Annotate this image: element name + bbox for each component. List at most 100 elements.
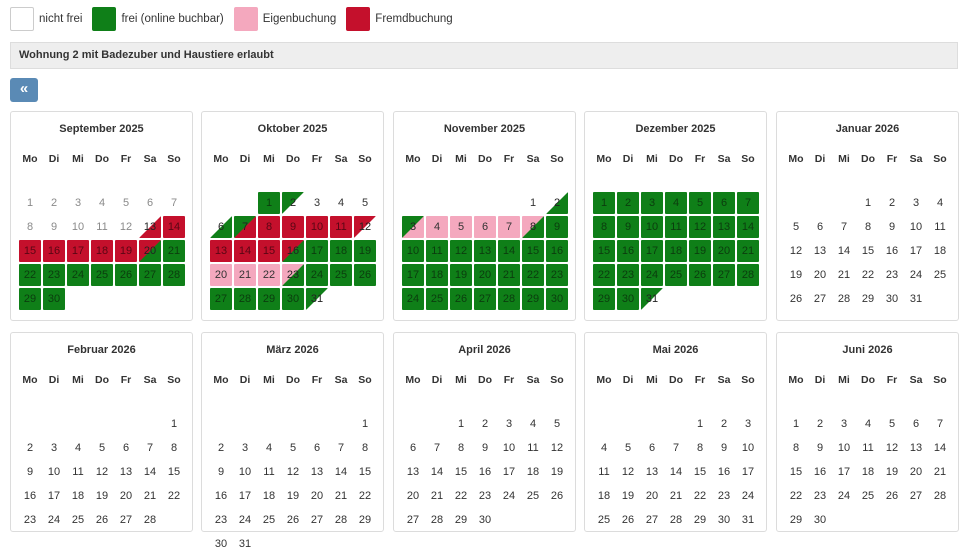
calendar-day[interactable]: 4 <box>665 192 687 214</box>
calendar-day[interactable]: 11 <box>665 216 687 238</box>
calendar-day[interactable]: 29 <box>19 288 41 310</box>
month-title: Februar 2026 <box>67 344 136 356</box>
calendar-day[interactable]: 17 <box>402 264 424 286</box>
weekday-header: Di <box>814 153 826 165</box>
weekday-header: Fr <box>694 374 706 386</box>
calendar-day[interactable]: 16 <box>546 240 568 262</box>
calendar-day[interactable]: 28 <box>498 288 520 310</box>
calendar-day[interactable]: 27 <box>713 264 735 286</box>
calendar-day[interactable]: 1 <box>258 192 280 214</box>
calendar-day[interactable]: 29 <box>593 288 615 310</box>
calendar-day[interactable]: 30 <box>43 288 65 310</box>
calendar-day[interactable]: 30 <box>617 288 639 310</box>
calendar-day[interactable]: 7 <box>737 192 759 214</box>
calendar-day[interactable]: 22 <box>522 264 544 286</box>
calendar-day[interactable]: 3 <box>402 216 424 238</box>
calendar-day[interactable]: 12 <box>450 240 472 262</box>
calendar-day[interactable]: 21 <box>498 264 520 286</box>
calendar-day[interactable]: 12 <box>689 216 711 238</box>
calendar-day[interactable]: 3 <box>641 192 663 214</box>
calendar-day[interactable]: 26 <box>354 264 376 286</box>
calendar-day[interactable]: 8 <box>593 216 615 238</box>
calendar-day[interactable]: 27 <box>474 288 496 310</box>
previous-months-button[interactable]: « <box>10 78 38 102</box>
calendar-day: 11 <box>862 442 874 454</box>
calendar-day[interactable]: 7 <box>234 216 256 238</box>
calendar-day: 15 <box>167 466 181 478</box>
calendar-day[interactable]: 5 <box>689 192 711 214</box>
calendar-day[interactable]: 6 <box>713 192 735 214</box>
calendar-day[interactable]: 14 <box>737 216 759 238</box>
calendar-day[interactable]: 23 <box>546 264 568 286</box>
calendar-day[interactable]: 18 <box>665 240 687 262</box>
calendar-day[interactable]: 2 <box>546 192 568 214</box>
calendar-day: 7 <box>433 442 441 454</box>
calendar-day[interactable]: 24 <box>67 264 89 286</box>
calendar-day[interactable]: 6 <box>210 216 232 238</box>
calendar-day[interactable]: 14 <box>498 240 520 262</box>
calendar-day[interactable]: 11 <box>426 240 448 262</box>
calendar-day[interactable]: 20 <box>474 264 496 286</box>
calendar-day[interactable]: 15 <box>593 240 615 262</box>
calendar-day[interactable]: 19 <box>689 240 711 262</box>
calendar-day[interactable]: 28 <box>737 264 759 286</box>
calendar-day[interactable]: 27 <box>210 288 232 310</box>
weekday-header: Mo <box>22 153 38 165</box>
calendar-day[interactable]: 25 <box>330 264 352 286</box>
calendar-day[interactable]: 24 <box>402 288 424 310</box>
calendar-day[interactable]: 24 <box>641 264 663 286</box>
calendar-day[interactable]: 10 <box>402 240 424 262</box>
calendar-day[interactable]: 25 <box>91 264 113 286</box>
calendar-day[interactable]: 29 <box>522 288 544 310</box>
calendar-day[interactable]: 10 <box>641 216 663 238</box>
calendar-day[interactable]: 26 <box>115 264 137 286</box>
calendar-day[interactable]: 23 <box>282 264 304 286</box>
calendar-day[interactable]: 26 <box>450 288 472 310</box>
calendar-day[interactable]: 23 <box>43 264 65 286</box>
calendar-day: 24 <box>837 490 851 502</box>
calendar-day[interactable]: 15 <box>522 240 544 262</box>
calendar-day[interactable]: 28 <box>234 288 256 310</box>
calendar-day[interactable]: 9 <box>546 216 568 238</box>
calendar-day[interactable]: 2 <box>282 192 304 214</box>
calendar-day[interactable]: 13 <box>474 240 496 262</box>
calendar-day[interactable]: 22 <box>19 264 41 286</box>
month-title: März 2026 <box>266 344 319 356</box>
calendar-day[interactable]: 19 <box>354 240 376 262</box>
calendar-day[interactable]: 2 <box>617 192 639 214</box>
calendar-day[interactable]: 13 <box>713 216 735 238</box>
calendar-day[interactable]: 24 <box>306 264 328 286</box>
calendar-day[interactable]: 16 <box>617 240 639 262</box>
calendar-day[interactable]: 16 <box>282 240 304 262</box>
calendar-day: 4 <box>426 216 448 238</box>
calendar-day[interactable]: 9 <box>617 216 639 238</box>
calendar-day[interactable]: 25 <box>665 264 687 286</box>
calendar-day[interactable]: 20 <box>713 240 735 262</box>
calendar-day: 20 <box>645 490 659 502</box>
calendar-day[interactable]: 1 <box>593 192 615 214</box>
calendar-day[interactable]: 23 <box>617 264 639 286</box>
calendar-day[interactable]: 21 <box>163 240 185 262</box>
calendar-day[interactable]: 30 <box>546 288 568 310</box>
calendar-day[interactable]: 27 <box>139 264 161 286</box>
calendar-day[interactable]: 31 <box>641 288 663 310</box>
calendar-day[interactable]: 8 <box>522 216 544 238</box>
weekday-header: So <box>933 153 947 165</box>
calendar-day[interactable]: 19 <box>450 264 472 286</box>
legend-swatch-none <box>10 7 34 31</box>
calendar-day[interactable]: 20 <box>139 240 161 262</box>
calendar-day[interactable]: 25 <box>426 288 448 310</box>
calendar-day[interactable]: 17 <box>306 240 328 262</box>
calendar-day[interactable]: 30 <box>282 288 304 310</box>
calendar-day[interactable]: 22 <box>593 264 615 286</box>
calendar-day[interactable]: 18 <box>330 240 352 262</box>
calendar-day[interactable]: 17 <box>641 240 663 262</box>
calendar-day: 6 <box>912 418 920 430</box>
calendar-day: 13 <box>645 466 659 478</box>
calendar-day[interactable]: 21 <box>737 240 759 262</box>
calendar-day[interactable]: 28 <box>163 264 185 286</box>
calendar-day[interactable]: 26 <box>689 264 711 286</box>
calendar-day[interactable]: 18 <box>426 264 448 286</box>
calendar-day[interactable]: 29 <box>258 288 280 310</box>
calendar-day[interactable]: 31 <box>306 288 328 310</box>
